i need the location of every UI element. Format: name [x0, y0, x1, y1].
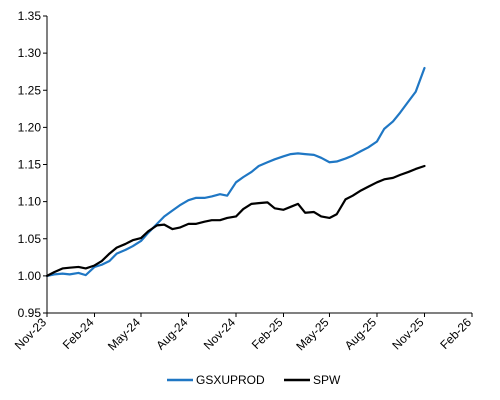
x-tick-label: Feb-24: [60, 315, 97, 352]
x-tick-label: Nov-25: [389, 315, 426, 352]
y-axis: 0.95 1.00 1.05 1.10 1.15 1.20 1.25 1.30 1.35: [18, 9, 48, 320]
legend-label-gsxuprod: GSXUPROD: [196, 373, 265, 387]
legend: GSXUPROD SPW: [167, 373, 341, 387]
x-tick-label: May-24: [105, 315, 143, 353]
y-tick-label: 1.25: [18, 83, 42, 97]
y-tick-label: 1.05: [18, 232, 42, 246]
x-tick-label: Feb-25: [249, 315, 286, 352]
y-tick-label: 1.20: [18, 120, 42, 134]
x-tick-label: Nov-24: [201, 315, 238, 352]
y-tick-label: 1.10: [18, 195, 42, 209]
x-tick-label: Aug-25: [342, 315, 379, 352]
series-lines: [45, 66, 426, 277]
y-tick-label: 1.30: [18, 46, 42, 60]
series-line-gsxuprod: [45, 66, 426, 277]
series-line-spw: [45, 164, 426, 277]
x-tick-label: Nov-23: [12, 315, 49, 352]
x-tick-label: May-25: [293, 315, 331, 353]
y-tick-label: 1.15: [18, 158, 42, 172]
legend-label-spw: SPW: [313, 373, 341, 387]
y-tick-label: 1.00: [18, 269, 42, 283]
x-axis: Nov-23 Feb-24 May-24 Aug-24 Nov-24 Feb-25 May-…: [12, 312, 474, 353]
x-tick-label: Feb-26: [437, 315, 474, 352]
y-tick-label: 1.35: [18, 9, 42, 23]
y-tick-label: 0.95: [18, 306, 42, 320]
x-tick-label: Aug-24: [153, 315, 190, 352]
